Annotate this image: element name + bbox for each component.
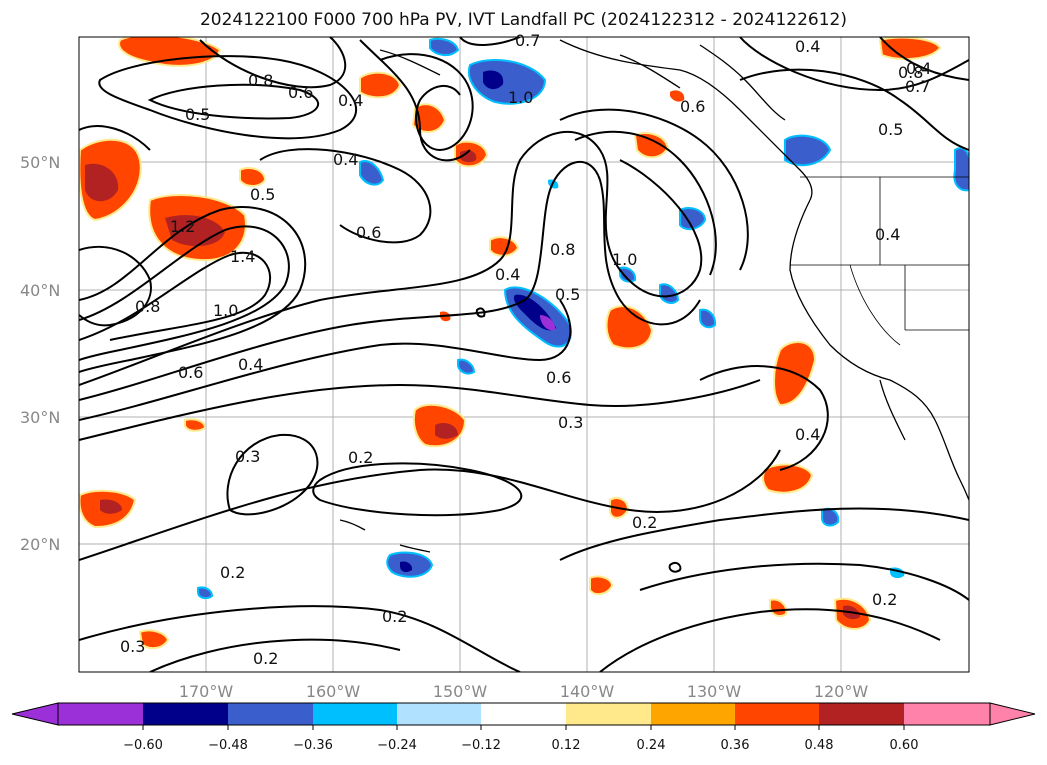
contour-label: 0.4: [333, 150, 358, 169]
colorbar-segment: [819, 703, 904, 725]
colorbar-segment: [566, 703, 651, 725]
contour-label: 0.2: [632, 513, 657, 532]
contour-label: 0.8: [135, 297, 160, 316]
ivt-positive-blobs: [79, 37, 942, 650]
contour-label: 0.2: [382, 607, 407, 626]
colorbar-tick: 0.60: [890, 738, 919, 753]
contour-label: 0.3: [120, 637, 145, 656]
colorbar-tick: −0.12: [461, 738, 501, 753]
coastlines: [339, 39, 969, 553]
colorbar-segment: [228, 703, 313, 725]
pv-contours: [79, 37, 969, 672]
figure-title: 2024122100 F000 700 hPa PV, IVT Landfall…: [199, 10, 847, 30]
colorbar-extend-right: [989, 702, 1036, 726]
colorbar-tick: 0.48: [805, 738, 834, 753]
contour-label: 0.5: [185, 105, 210, 124]
contour-label: 0.8: [248, 71, 273, 90]
contour-label: 1.0: [213, 301, 238, 320]
contour-label: 0.4: [795, 37, 820, 56]
contour-label: 0.7: [905, 77, 930, 96]
colorbar-tick: −0.48: [208, 738, 248, 753]
contour-label: 0.4: [906, 59, 931, 78]
lon-label: 120°W: [814, 682, 869, 701]
contour-label: 0.3: [235, 447, 260, 466]
lon-label: 150°W: [433, 682, 488, 701]
contour-label: 0.6: [546, 368, 571, 387]
colorbar-tick: 0.36: [721, 738, 750, 753]
lat-label: 20°N: [20, 535, 60, 554]
contour-label: 1.2: [170, 217, 195, 236]
contour-label: 0.4: [875, 225, 900, 244]
contour-label: 0.4: [495, 265, 520, 284]
contour-label: 0.4: [795, 425, 820, 444]
contour-label: 0.4: [238, 355, 263, 374]
lon-label: 170°W: [179, 682, 234, 701]
contour-label: 0.2: [348, 448, 373, 467]
map-frame: [78, 36, 970, 673]
contour-label: 0.6: [178, 363, 203, 382]
contour-label: 0.6: [356, 223, 381, 242]
contour-label: 0.5: [555, 285, 580, 304]
contour-label: 1.0: [508, 88, 533, 107]
contour-label: 0.7: [515, 31, 540, 50]
colorbar-tick: 0.12: [552, 738, 581, 753]
contour-label: 0.2: [872, 590, 897, 609]
colorbar-tick: 0.24: [637, 738, 666, 753]
colorbar-segment: [735, 703, 819, 725]
lat-label: 30°N: [20, 408, 60, 427]
contour-label: 0.4: [338, 91, 363, 110]
lat-label: 50°N: [20, 153, 60, 172]
ivt-negative-blobs: [197, 37, 969, 600]
colorbar-tick: −0.60: [123, 738, 163, 753]
colorbar-segment: [143, 703, 228, 725]
contour-label: 0.6: [680, 97, 705, 116]
contour-label: 0.8: [898, 63, 923, 82]
contour-label: 0.2: [220, 563, 245, 582]
contour-label: 1.4: [230, 247, 255, 266]
contour-labels: 0.8 0.6 0.4 0.5 1.0 0.7 0.4 0.5 0.6 1.2 …: [120, 31, 931, 668]
lon-label: 160°W: [306, 682, 361, 701]
lon-label: 140°W: [560, 682, 615, 701]
colorbar-segment: [313, 703, 397, 725]
colorbar-extend-left: [11, 702, 59, 726]
contour-label: 0.5: [878, 120, 903, 139]
contour-label: 0.2: [253, 649, 278, 668]
colorbar-segment: [397, 703, 481, 725]
borders: [790, 176, 969, 346]
colorbar-segment: [904, 703, 990, 725]
contour-label: 0.3: [558, 413, 583, 432]
colorbar-segment: [58, 703, 143, 725]
contour-label: 0.5: [250, 185, 275, 204]
map-area: [79, 37, 969, 672]
graticule: [79, 37, 969, 672]
contour-label: 1.0: [612, 250, 637, 269]
colorbar: −0.60 −0.48 −0.36 −0.24 −0.12 0.12 0.24 …: [11, 702, 1036, 753]
lat-label: 40°N: [20, 281, 60, 300]
colorbar-tick: −0.36: [293, 738, 333, 753]
colorbar-tick: −0.24: [377, 738, 417, 753]
contour-label: 0.8: [550, 240, 575, 259]
lon-label: 130°W: [687, 682, 742, 701]
contour-label: 0.6: [288, 83, 313, 102]
colorbar-segment: [651, 703, 735, 725]
colorbar-segment: [481, 703, 566, 725]
